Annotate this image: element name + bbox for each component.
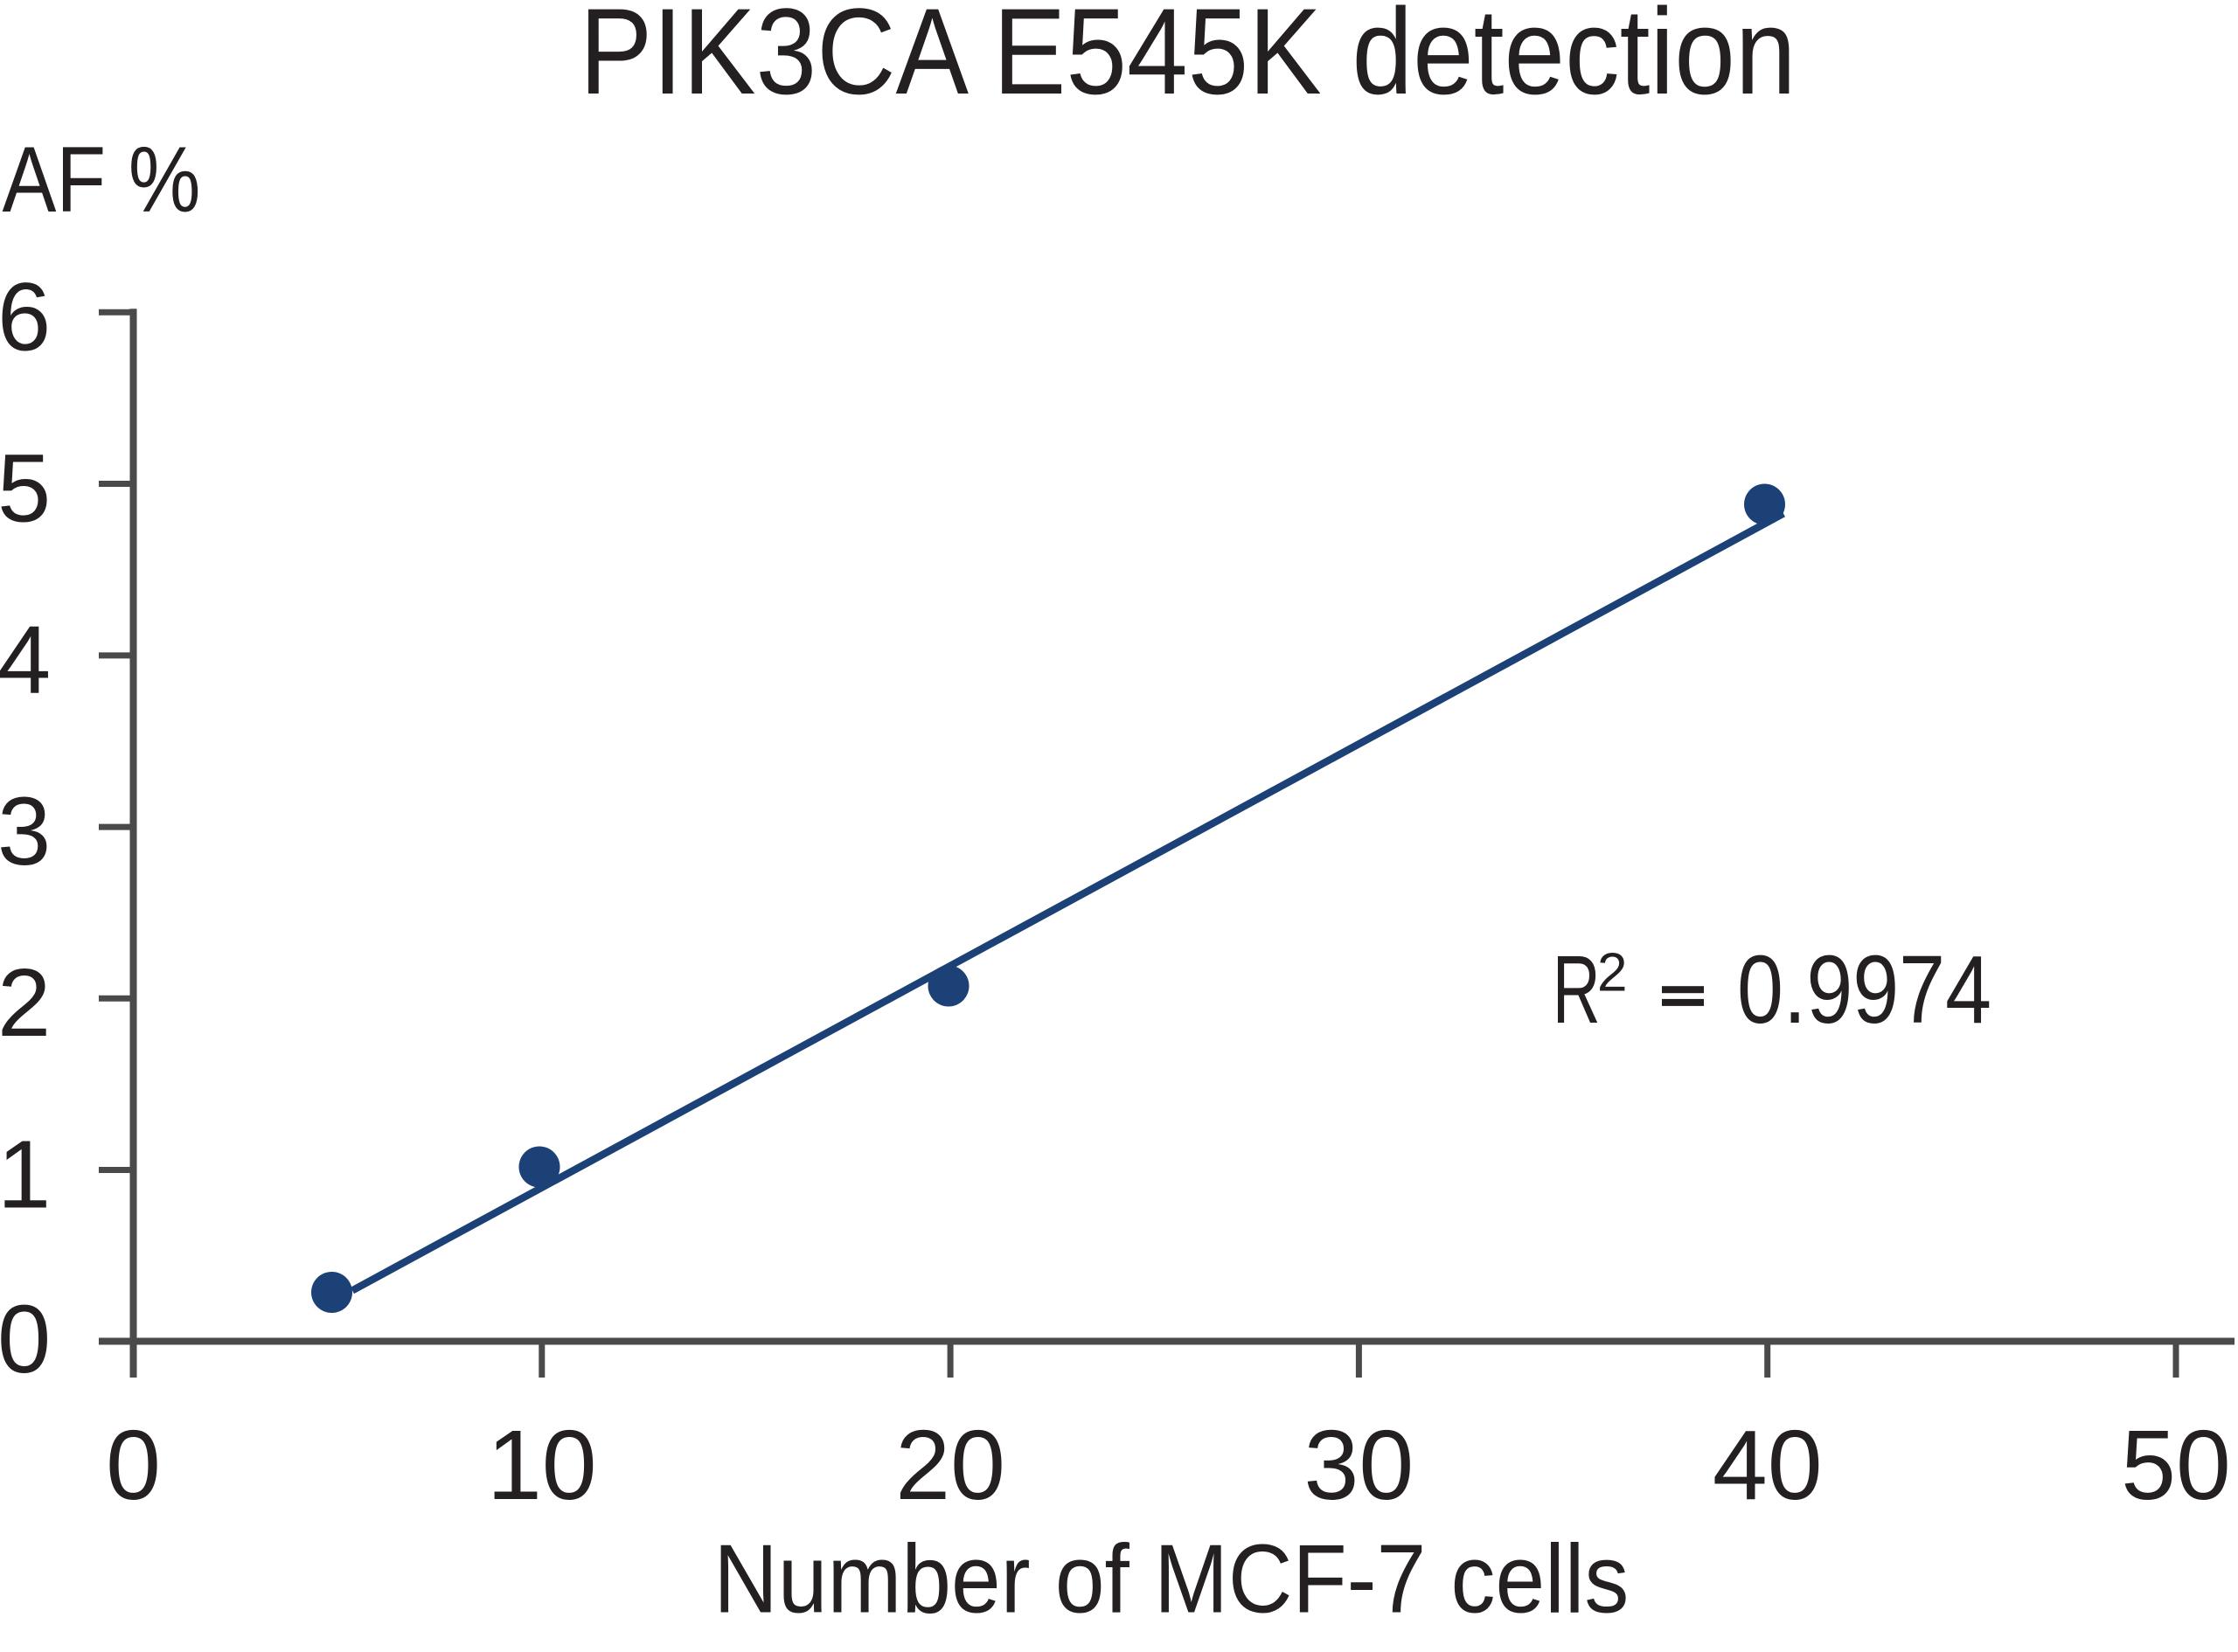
svg-text:0: 0 xyxy=(106,1410,161,1520)
svg-text:AF %: AF % xyxy=(3,127,201,232)
svg-text:4: 4 xyxy=(0,607,51,714)
svg-text:5: 5 xyxy=(0,435,51,543)
svg-text:20: 20 xyxy=(895,1410,1005,1520)
svg-text:0.9974: 0.9974 xyxy=(1737,936,1991,1044)
svg-text:30: 30 xyxy=(1304,1410,1414,1520)
svg-text:2: 2 xyxy=(0,949,51,1057)
svg-text:3: 3 xyxy=(0,778,51,885)
svg-text:PIK3CA E545K detection: PIK3CA E545K detection xyxy=(580,0,1797,120)
svg-text:1: 1 xyxy=(0,1121,51,1228)
svg-text:Number of MCF-7 cells: Number of MCF-7 cells xyxy=(713,1525,1629,1634)
svg-text:0: 0 xyxy=(0,1286,51,1393)
svg-text:6: 6 xyxy=(0,263,51,371)
svg-text:50: 50 xyxy=(2121,1410,2231,1520)
svg-text:40: 40 xyxy=(1713,1410,1823,1520)
svg-text:2: 2 xyxy=(1597,943,1627,1003)
svg-text:10: 10 xyxy=(487,1410,597,1520)
svg-text:R: R xyxy=(1553,936,1601,1044)
